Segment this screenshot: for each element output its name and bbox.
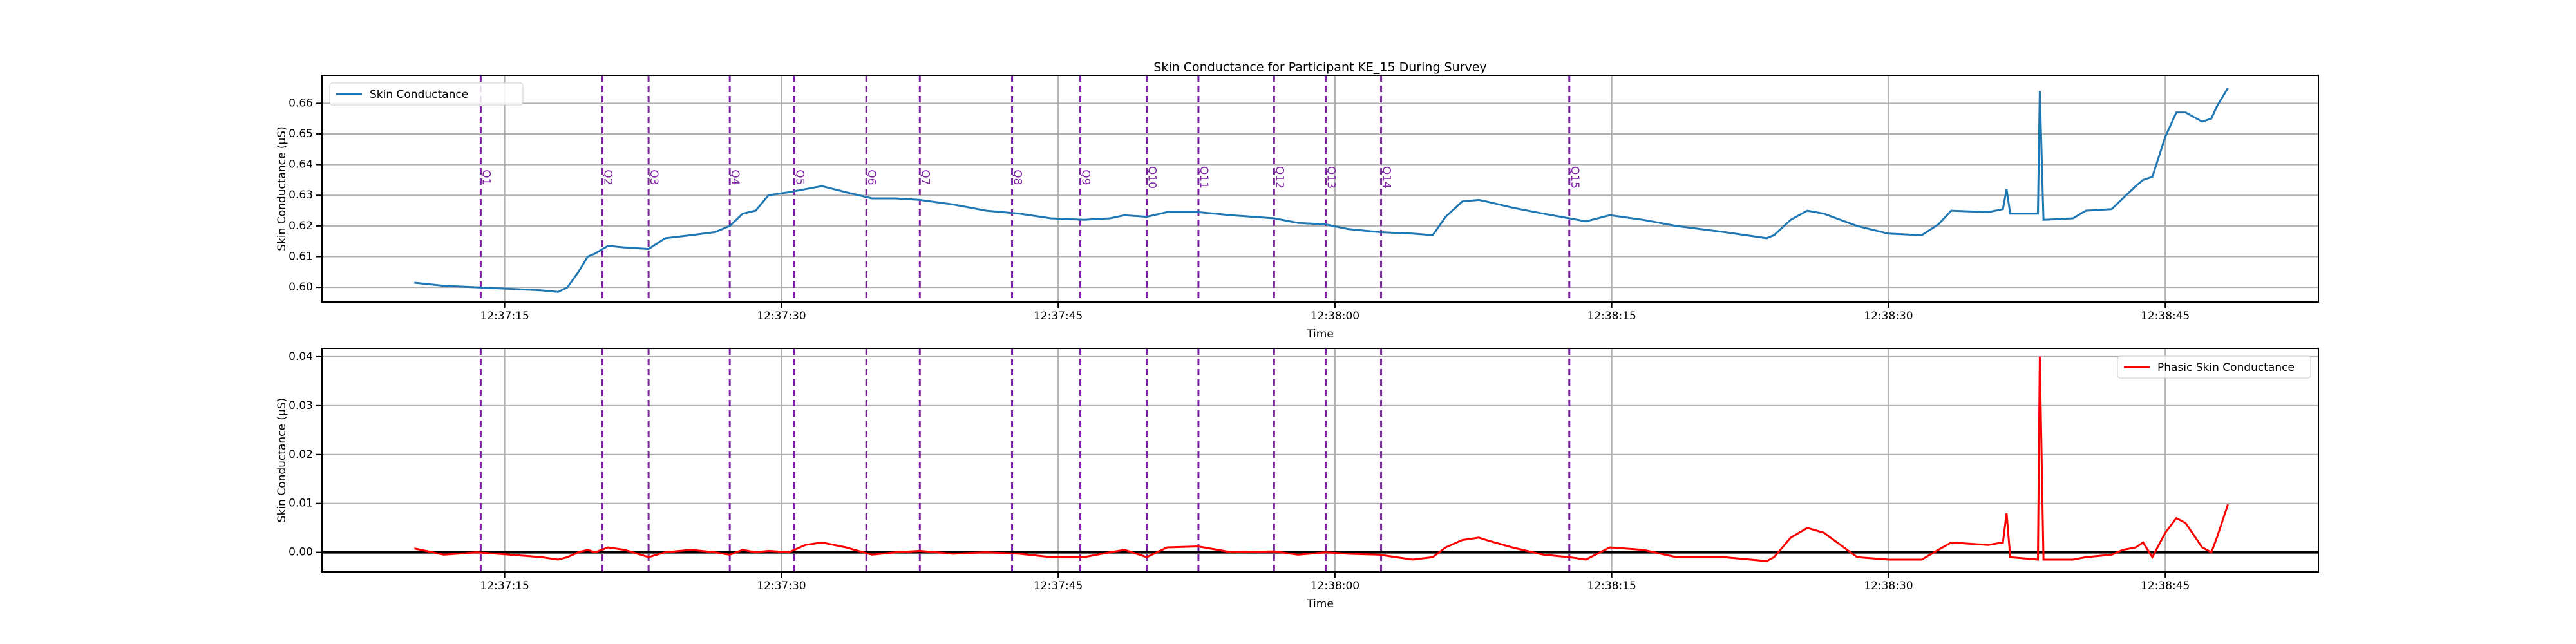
question-label: Q8 [1011, 169, 1024, 185]
data-line [414, 87, 2229, 293]
legend-label: Phasic Skin Conductance [2157, 361, 2295, 374]
question-label: Q1 [479, 169, 492, 185]
question-label: Q9 [1079, 169, 1092, 185]
y-tick-label: 0.61 [289, 251, 313, 263]
x-tick-label: 12:37:15 [480, 580, 529, 592]
question-label: Q6 [865, 169, 878, 185]
y-tick-label: 0.00 [289, 546, 313, 559]
y-tick-label: 0.66 [289, 97, 313, 109]
question-label: Q11 [1197, 166, 1210, 189]
question-label: Q13 [1325, 166, 1338, 189]
y-axis-label: Skin Conductance (μS) [276, 126, 289, 251]
y-tick-label: 0.64 [289, 158, 313, 171]
legend-box [329, 82, 524, 106]
legend-label: Skin Conductance [370, 88, 468, 101]
chart-title: Skin Conductance for Participant KE_15 D… [1153, 61, 1486, 75]
y-tick-label: 0.01 [289, 497, 313, 510]
x-axis-label: Time [1306, 598, 1334, 611]
x-tick-label: 12:37:45 [1034, 310, 1083, 323]
question-label: Q2 [601, 169, 614, 185]
question-label: Q10 [1146, 166, 1159, 189]
x-tick-label: 12:37:30 [757, 310, 806, 323]
data-line [413, 356, 2230, 562]
question-label: Q5 [793, 169, 806, 185]
x-tick-label: 12:37:30 [757, 580, 806, 592]
x-tick-label: 12:38:30 [1864, 580, 1913, 592]
y-tick-label: 0.04 [289, 350, 313, 363]
y-tick-label: 0.65 [289, 128, 313, 140]
axes-frame [321, 75, 2319, 303]
question-label: Q3 [647, 169, 660, 185]
y-tick-label: 0.62 [289, 220, 313, 232]
legend: Skin Conductance [329, 82, 524, 106]
y-tick-label: 0.03 [289, 399, 313, 412]
y-tick-label: 0.63 [289, 189, 313, 202]
question-label: Q12 [1273, 166, 1285, 189]
x-tick-label: 12:38:15 [1587, 580, 1636, 592]
axes-frame [321, 348, 2319, 573]
y-tick-label: 0.02 [289, 448, 313, 461]
x-axis-label: Time [1306, 328, 1334, 341]
question-label: Q14 [1380, 166, 1393, 189]
x-tick-label: 12:38:00 [1311, 580, 1359, 592]
question-label: Q15 [1568, 166, 1581, 189]
question-label: Q7 [918, 169, 931, 185]
question-label: Q4 [728, 169, 741, 185]
x-tick-label: 12:37:15 [480, 310, 529, 323]
x-tick-label: 12:38:15 [1587, 310, 1636, 323]
x-tick-label: 12:38:45 [2141, 580, 2190, 592]
x-tick-label: 12:37:45 [1034, 580, 1083, 592]
legend-box [2117, 355, 2311, 379]
y-axis-label: Skin Conductance (μS) [276, 398, 289, 522]
x-tick-label: 12:38:00 [1311, 310, 1359, 323]
y-tick-label: 0.60 [289, 281, 313, 294]
x-tick-label: 12:38:30 [1864, 310, 1913, 323]
x-tick-label: 12:38:45 [2141, 310, 2190, 323]
legend: Phasic Skin Conductance [2117, 355, 2311, 379]
